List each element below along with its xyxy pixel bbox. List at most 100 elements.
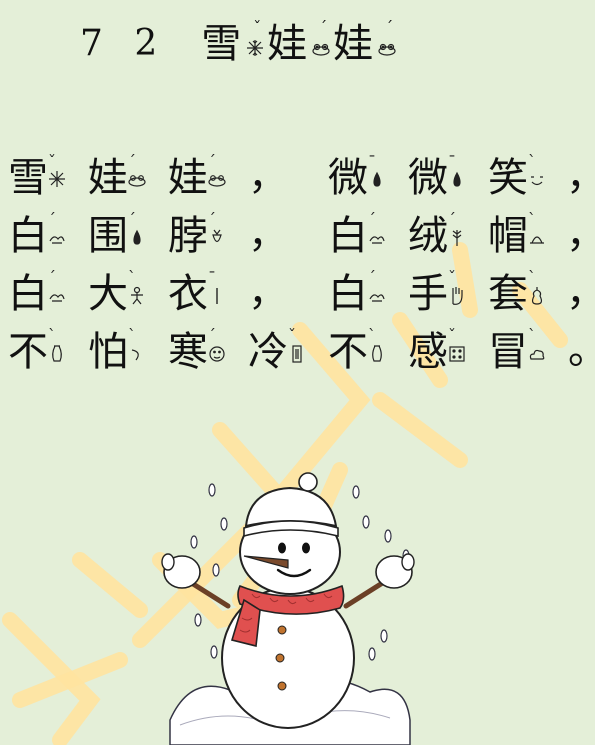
curve-icon bbox=[131, 349, 139, 361]
hanzi: 寒 bbox=[168, 329, 208, 375]
hanzi: 白 bbox=[8, 271, 48, 317]
hanzi: 感 bbox=[408, 329, 448, 375]
tone-mark: ˋ bbox=[128, 268, 136, 287]
stick-icon bbox=[216, 288, 218, 304]
snowflake-icon bbox=[247, 40, 264, 56]
poem-char: 冒 ˋ bbox=[488, 326, 550, 384]
snowflake-icon bbox=[49, 171, 65, 187]
comma: ， bbox=[248, 211, 288, 257]
comma: ， bbox=[566, 156, 595, 196]
poem-char: 笑 ˋ bbox=[488, 152, 550, 210]
poem-char: 绒 ˊ bbox=[408, 210, 470, 268]
tone-mark: ˇ bbox=[288, 326, 296, 345]
comma: ， bbox=[248, 269, 288, 315]
hanzi: 衣 bbox=[168, 271, 208, 317]
title-hanzi: 娃 bbox=[267, 21, 308, 67]
hanzi: 微 bbox=[328, 155, 368, 201]
hanzi: 怕 bbox=[88, 329, 128, 375]
poem-char: 不 ˋ bbox=[328, 326, 390, 384]
hanzi: 套 bbox=[488, 271, 528, 317]
poem-char: 衣 ˉ bbox=[168, 268, 230, 326]
hanzi: 雪 bbox=[8, 155, 48, 201]
tone-mark: ˋ bbox=[528, 210, 536, 229]
poem-char: 寒 ˊ bbox=[168, 326, 230, 384]
period: 。 bbox=[568, 330, 595, 370]
poem-line: 雪 ˇ 娃 ˊ 娃 ˊ ， 微 ˉ 微 ˉ bbox=[8, 152, 595, 210]
poem-line: 白 ˊ 围 ˊ 脖 ˊ ， 白 ˊ 绒 ˊ bbox=[8, 210, 595, 268]
box-icon bbox=[292, 345, 302, 363]
bird-icon bbox=[49, 294, 65, 302]
bird-icon bbox=[369, 236, 385, 244]
bird-icon bbox=[369, 294, 385, 302]
poem-char: 冷 ˇ bbox=[248, 326, 310, 384]
tone-mark: ˋ bbox=[48, 326, 56, 345]
tone-mark: ˊ bbox=[319, 18, 328, 37]
radish-icon bbox=[212, 229, 222, 243]
comma: ， bbox=[566, 214, 595, 254]
hanzi: 不 bbox=[328, 329, 368, 375]
frog-icon bbox=[378, 43, 396, 56]
frog-icon bbox=[312, 43, 330, 56]
tone-mark: ˉ bbox=[368, 152, 376, 171]
poem-char: 套 ˋ bbox=[488, 268, 550, 326]
pear-icon bbox=[531, 287, 543, 305]
poem-line: 不 ˋ 怕 ˋ 寒 ˊ 冷 ˇ 不 ˋ bbox=[8, 326, 595, 384]
title-char: 雪 ˇ bbox=[201, 20, 264, 68]
title-char: 娃 ˊ bbox=[267, 20, 330, 68]
poem-char: 白 ˊ bbox=[328, 268, 390, 326]
hanzi: 白 bbox=[328, 271, 368, 317]
poem-char: 不 ˋ bbox=[8, 326, 70, 384]
tone-mark: ˊ bbox=[48, 210, 56, 229]
frog-icon bbox=[208, 175, 226, 187]
cloud-icon bbox=[529, 349, 545, 360]
hat-icon bbox=[530, 236, 544, 244]
comma: ， bbox=[566, 272, 595, 312]
tone-mark: ˇ bbox=[48, 152, 56, 171]
smile-icon bbox=[531, 176, 543, 186]
hanzi: 手 bbox=[408, 271, 448, 317]
tone-mark: ˊ bbox=[368, 268, 376, 287]
tone-mark: ˊ bbox=[208, 210, 216, 229]
hanzi: 脖 bbox=[168, 213, 208, 259]
title-hanzi: 雪 bbox=[201, 21, 242, 67]
tone-mark: ˇ bbox=[448, 326, 456, 345]
vase-icon bbox=[372, 345, 382, 362]
tone-mark: ˊ bbox=[48, 268, 56, 287]
hanzi: 围 bbox=[88, 213, 128, 259]
tone-mark: ˊ bbox=[208, 326, 216, 345]
raindrop-icon bbox=[373, 171, 381, 187]
lesson-title: 7 2 雪 ˇ 娃 ˊ 娃 ˊ bbox=[80, 10, 399, 68]
hanzi: 白 bbox=[8, 213, 48, 259]
poem-char: 微 ˉ bbox=[328, 152, 390, 210]
hanzi: 冷 bbox=[248, 329, 288, 375]
hanzi: 绒 bbox=[408, 213, 448, 259]
tone-mark: ˇ bbox=[253, 18, 262, 37]
tone-mark: ˊ bbox=[368, 210, 376, 229]
title-hanzi: 娃 bbox=[333, 21, 374, 67]
hanzi: 冒 bbox=[488, 329, 528, 375]
tone-mark: ˋ bbox=[528, 268, 536, 287]
poem-char: 白 ˊ bbox=[8, 210, 70, 268]
tone-mark: ˊ bbox=[448, 210, 456, 229]
hanzi: 微 bbox=[408, 155, 448, 201]
raindrop-icon bbox=[453, 171, 461, 187]
poem-char: 围 ˊ bbox=[88, 210, 150, 268]
poem-char: 雪 ˇ bbox=[8, 152, 70, 210]
poem-char: 帽 ˋ bbox=[488, 210, 550, 268]
poem-char: 娃 ˊ bbox=[88, 152, 150, 210]
poem-char: 怕 ˋ bbox=[88, 326, 150, 384]
tone-mark: ˋ bbox=[528, 326, 536, 345]
frog-icon bbox=[128, 175, 146, 187]
face-icon bbox=[209, 346, 225, 362]
tone-mark: ˉ bbox=[208, 268, 216, 287]
hanzi: 娃 bbox=[168, 155, 208, 201]
dice-icon bbox=[449, 346, 465, 362]
tone-mark: ˊ bbox=[385, 18, 394, 37]
snowman-icon bbox=[161, 472, 415, 745]
poem-char: 大 ˋ bbox=[88, 268, 150, 326]
wheat-icon bbox=[452, 230, 462, 246]
bird-icon bbox=[49, 236, 65, 244]
poem-char: 微 ˉ bbox=[408, 152, 470, 210]
raindrop-icon bbox=[133, 229, 141, 245]
